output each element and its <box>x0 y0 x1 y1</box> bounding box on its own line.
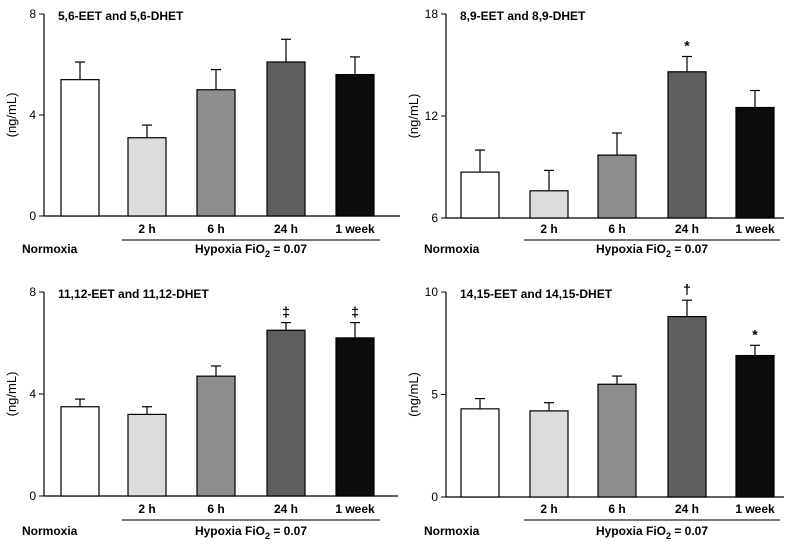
category-label: 6 h <box>608 502 625 516</box>
group-label: Hypoxia FiO2 = 0.07 <box>195 242 307 259</box>
group-label: Hypoxia FiO2 = 0.07 <box>596 524 708 541</box>
category-label: 2 h <box>138 502 155 516</box>
bar-normoxia <box>460 408 500 498</box>
bar-6-h <box>597 154 637 219</box>
significance-marker: ‡ <box>282 304 290 320</box>
bar-24-h <box>667 71 707 219</box>
y-tick-label: 0 <box>29 489 36 503</box>
chart-panel-1: 0 4 8 (ng/mL) 5,6-EET and 5,6-DHET Normoxia 2 … <box>4 7 400 259</box>
y-tick-label: 4 <box>29 108 36 122</box>
category-label: 6 h <box>207 502 224 516</box>
category-label: 24 h <box>274 222 298 236</box>
bar-6-h <box>196 375 236 497</box>
bar-1-week <box>335 337 375 497</box>
bar-normoxia <box>60 406 100 497</box>
y-axis-label: (ng/mL) <box>4 93 19 138</box>
category-label: 2 h <box>540 222 557 236</box>
bar-24-h <box>266 329 306 497</box>
category-label: 24 h <box>274 502 298 516</box>
y-axis-label: (ng/mL) <box>4 372 19 417</box>
category-label: 6 h <box>608 222 625 236</box>
bar-1-week <box>735 106 775 219</box>
bar-2-h <box>127 413 167 497</box>
significance-marker: ‡ <box>351 304 359 320</box>
y-axis-label: (ng/mL) <box>406 94 421 139</box>
significance-marker: † <box>683 281 691 297</box>
bar-2-h <box>529 190 569 219</box>
category-label: 24 h <box>675 222 699 236</box>
category-label: 2 h <box>138 222 155 236</box>
chart-title: 5,6-EET and 5,6-DHET <box>58 9 184 23</box>
significance-marker: * <box>684 38 690 54</box>
bar-24-h <box>266 61 306 217</box>
y-tick-label: 8 <box>29 285 36 299</box>
category-label: 6 h <box>207 222 224 236</box>
chart-title: 8,9-EET and 8,9-DHET <box>460 9 586 23</box>
bar-2-h <box>127 137 167 217</box>
y-tick-label: 10 <box>425 285 439 299</box>
y-tick-label: 12 <box>425 109 439 123</box>
bar-24-h <box>667 316 707 498</box>
category-label: Normoxia <box>424 242 480 256</box>
chart-title: 14,15-EET and 14,15-DHET <box>460 287 613 301</box>
bar-6-h <box>597 383 637 498</box>
category-label: 24 h <box>675 502 699 516</box>
y-tick-label: 0 <box>431 490 438 504</box>
y-axis-label: (ng/mL) <box>406 372 421 417</box>
chart-title: 11,12-EET and 11,12-DHET <box>58 287 209 301</box>
bar-1-week <box>735 354 775 498</box>
bar-normoxia <box>60 79 100 217</box>
category-label: Normoxia <box>22 524 78 538</box>
y-tick-label: 5 <box>431 388 438 402</box>
bar-2-h <box>529 410 569 498</box>
y-tick-label: 0 <box>29 209 36 223</box>
group-label: Hypoxia FiO2 = 0.07 <box>596 242 708 259</box>
bar-normoxia <box>460 171 500 219</box>
chart-panel-2: 6 12 18 (ng/mL) 8,9-EET and 8,9-DHET * Normoxi… <box>406 7 784 259</box>
y-tick-label: 8 <box>29 7 36 21</box>
y-tick-label: 6 <box>431 211 438 225</box>
category-label: 1 week <box>735 502 775 516</box>
category-label: 2 h <box>540 502 557 516</box>
chart-panel-4: 0 5 10 (ng/mL) 14,15-EET and 14,15-DHET † * Nor… <box>406 281 784 541</box>
category-label: 1 week <box>735 222 775 236</box>
y-tick-label: 18 <box>425 7 439 21</box>
category-label: Normoxia <box>424 524 480 538</box>
category-label: Normoxia <box>22 242 78 256</box>
y-tick-label: 4 <box>29 387 36 401</box>
category-label: 1 week <box>335 222 375 236</box>
category-label: 1 week <box>335 502 375 516</box>
chart-panel-3: 0 4 8 (ng/mL) 11,12-EET and 11,12-DHET ‡ ‡ Norm… <box>4 285 398 541</box>
bar-6-h <box>196 89 236 217</box>
significance-marker: * <box>752 326 758 342</box>
bar-1-week <box>335 73 375 217</box>
group-label: Hypoxia FiO2 = 0.07 <box>195 524 307 541</box>
